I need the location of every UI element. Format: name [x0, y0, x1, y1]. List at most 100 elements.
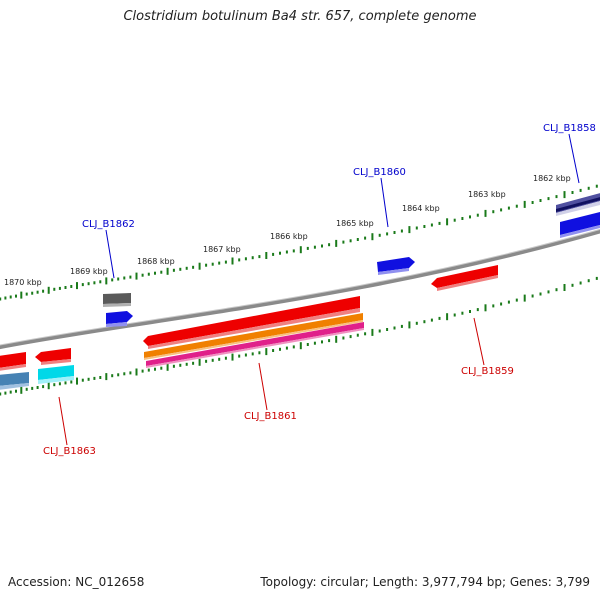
- inner-scale-minor-tick: [93, 376, 96, 380]
- outer-scale-minor-tick: [279, 251, 281, 255]
- inner-scale-minor-tick: [147, 368, 150, 372]
- outer-scale-minor-tick: [461, 217, 464, 220]
- gene-label-clj-b1863[interactable]: CLJ_B1863: [43, 446, 96, 457]
- outer-scale-minor-tick: [400, 229, 403, 233]
- inner-scale-major-tick: [198, 358, 201, 366]
- gene-label-clj-b1860[interactable]: CLJ_B1860: [353, 167, 406, 178]
- inner-scale-ticks: [0, 276, 598, 396]
- gene-feature-clj-b1861[interactable]: [143, 296, 360, 349]
- inner-scale-minor-tick: [129, 371, 132, 375]
- gene-feature-clj-b1862[interactable]: [106, 311, 133, 327]
- outer-scale-major-tick: [135, 272, 138, 280]
- outer-scale-minor-tick: [364, 236, 367, 240]
- outer-scale-minor-tick: [587, 186, 590, 190]
- scale-label-1867: 1867 kbp: [203, 245, 241, 254]
- inner-scale-minor-tick: [218, 357, 221, 361]
- gene-label-clj-b1858[interactable]: CLJ_B1858: [543, 123, 596, 134]
- outer-scale-minor-tick: [251, 256, 254, 260]
- outer-scale-minor-tick: [571, 191, 574, 194]
- gene-feature-clj-b1858-b[interactable]: [560, 211, 600, 238]
- inner-scale-minor-tick: [579, 281, 582, 285]
- inner-scale-minor-tick: [179, 363, 182, 367]
- outer-scale-minor-tick: [547, 197, 550, 201]
- gene-feature-cyan[interactable]: [38, 365, 74, 384]
- gene-label-clj-b1862[interactable]: CLJ_B1862: [82, 219, 135, 230]
- inner-scale-minor-tick: [244, 353, 247, 357]
- outer-scale-minor-tick: [453, 218, 456, 222]
- inner-scale-minor-tick: [306, 343, 309, 346]
- inner-scale-minor-tick: [81, 378, 84, 382]
- inner-scale-minor-tick: [53, 383, 56, 387]
- inner-scale-minor-tick: [211, 358, 214, 362]
- inner-scale-minor-tick: [258, 351, 261, 355]
- scale-label-1864: 1864 kbp: [402, 204, 440, 213]
- gene-feature-steelblue[interactable]: [0, 372, 29, 390]
- outer-scale-minor-tick: [595, 184, 598, 188]
- gene-label-clj-b1861[interactable]: CLJ_B1861: [244, 411, 297, 422]
- outer-scale-minor-tick: [185, 266, 188, 270]
- outer-scale-minor-tick: [4, 296, 7, 300]
- scale-label-1865: 1865 kbp: [336, 219, 374, 228]
- outer-scale-minor-tick: [423, 225, 426, 228]
- inner-scale-minor-tick: [279, 347, 281, 351]
- outer-scale-minor-tick: [123, 276, 126, 280]
- outer-scale-major-tick: [47, 286, 50, 294]
- outer-scale-minor-tick: [328, 243, 331, 247]
- outer-scale-minor-tick: [42, 289, 45, 293]
- inner-scale-minor-tick: [430, 318, 433, 322]
- inner-scale-major-tick: [299, 342, 302, 350]
- outer-scale-minor-tick: [58, 286, 61, 290]
- inner-scale-minor-tick: [141, 369, 144, 373]
- outer-scale-minor-tick: [87, 282, 90, 286]
- outer-scale-minor-tick: [99, 280, 102, 284]
- gene-feature-clj-b1863[interactable]: [35, 348, 71, 365]
- leader-line-clj-b1860: [380, 177, 389, 228]
- inner-scale-minor-tick: [423, 320, 426, 324]
- gene-feature-clj-b1858-a[interactable]: [556, 192, 600, 216]
- gene-feature-grey[interactable]: [103, 293, 131, 307]
- gene-label-clj-b1859[interactable]: CLJ_B1859: [461, 366, 514, 377]
- outer-scale-minor-tick: [147, 272, 150, 276]
- outer-scale-minor-tick: [154, 271, 156, 275]
- outer-scale-minor-tick: [31, 291, 34, 295]
- gene-feature-clj-b1860[interactable]: [377, 257, 415, 275]
- inner-scale-minor-tick: [349, 335, 352, 339]
- outer-scale-minor-tick: [258, 255, 261, 259]
- inner-scale-minor-tick: [9, 390, 12, 394]
- inner-scale-minor-tick: [328, 339, 331, 343]
- inner-scale-minor-tick: [476, 308, 479, 312]
- footer-accession: Accession: NC_012658: [8, 575, 145, 589]
- leader-line-clj-b1863: [58, 396, 68, 446]
- outer-scale-major-tick: [166, 267, 169, 275]
- outer-scale-minor-tick: [192, 265, 195, 269]
- inner-scale-minor-tick: [531, 294, 534, 298]
- outer-scale-minor-tick: [272, 252, 275, 256]
- inner-scale-major-tick: [523, 294, 526, 302]
- inner-scale-major-tick: [408, 321, 411, 329]
- outer-scale-minor-tick: [438, 221, 441, 225]
- inner-scale-minor-tick: [111, 374, 114, 378]
- outer-scale-major-tick: [76, 282, 78, 290]
- outer-scale-minor-tick: [306, 246, 309, 250]
- inner-scale-minor-tick: [58, 382, 61, 386]
- outer-scale-minor-tick: [129, 275, 132, 279]
- inner-scale-minor-tick: [185, 362, 188, 366]
- inner-scale-minor-tick: [4, 391, 7, 395]
- inner-scale-minor-tick: [42, 385, 45, 389]
- gene-feature-red-edge[interactable]: [0, 352, 26, 371]
- outer-scale-minor-tick: [393, 231, 396, 234]
- outer-scale-minor-tick: [321, 244, 323, 248]
- inner-scale-minor-tick: [378, 329, 381, 333]
- inner-scale-minor-tick: [292, 345, 295, 349]
- leader-line-clj-b1862: [105, 229, 115, 279]
- gene-feature-orange[interactable]: [144, 313, 363, 360]
- outer-scale-minor-tick: [313, 245, 316, 249]
- gene-feature-clj-b1859[interactable]: [431, 265, 498, 291]
- outer-scale-minor-tick: [469, 215, 471, 219]
- inner-scale-minor-tick: [64, 381, 67, 385]
- inner-scale-minor-tick: [438, 316, 441, 320]
- outer-scale-minor-tick: [218, 261, 221, 265]
- leader-line-clj-b1861: [258, 362, 268, 411]
- gene-feature-pink[interactable]: [146, 322, 364, 368]
- inner-scale-major-tick: [446, 313, 449, 321]
